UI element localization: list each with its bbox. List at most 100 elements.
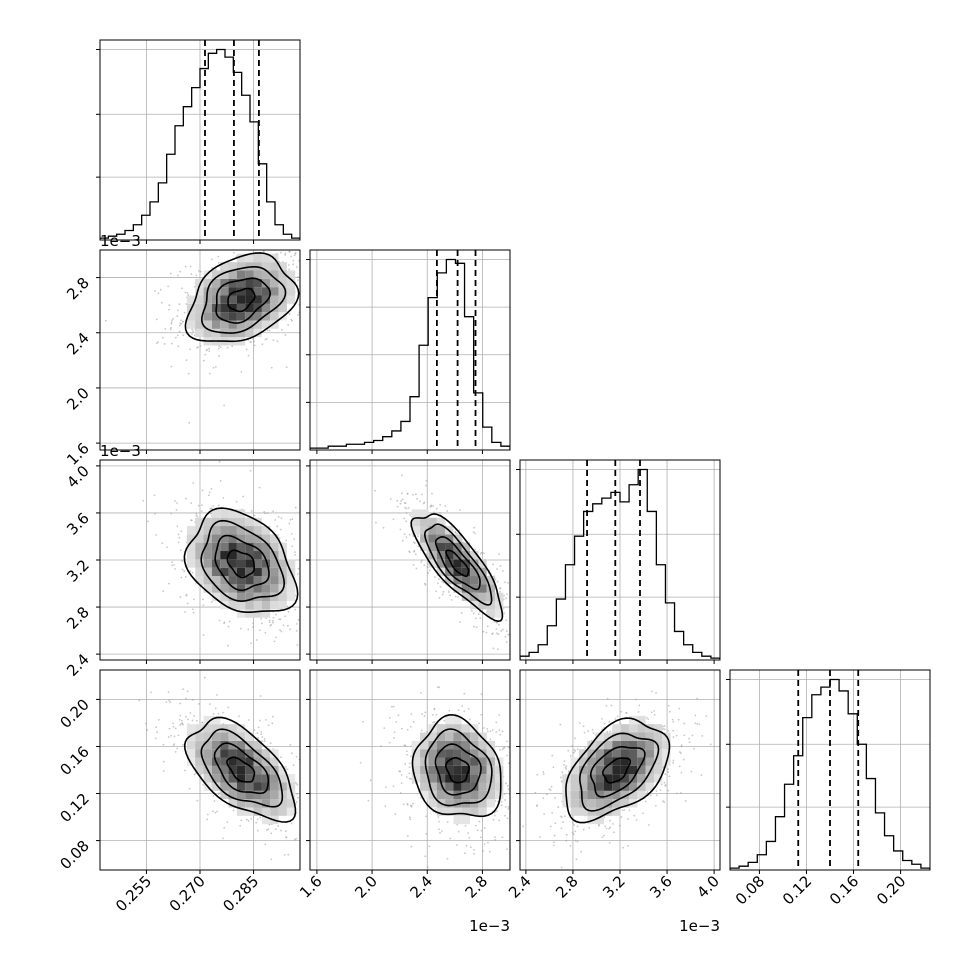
scatter-point [574, 830, 577, 833]
scatter-point [296, 279, 299, 281]
scatter-point [162, 590, 165, 593]
scatter-point [401, 498, 404, 501]
density-cell [270, 559, 279, 568]
density-cell [478, 601, 487, 610]
density-cell [495, 790, 504, 800]
scatter-point [185, 359, 188, 362]
density-cell [278, 774, 287, 783]
density-cell [228, 732, 237, 741]
scatter-point [425, 479, 428, 482]
density-cell [220, 749, 229, 758]
scatter-point [425, 832, 428, 835]
density-cell [612, 757, 621, 766]
scatter-point [683, 734, 686, 737]
scatter-point [170, 322, 173, 325]
scatter-point [262, 250, 265, 253]
scatter-point [174, 727, 177, 730]
density-cell [278, 799, 287, 808]
scatter-point [186, 718, 189, 721]
scatter-point [392, 518, 395, 521]
density-cell [478, 799, 487, 808]
density-cell [203, 559, 212, 568]
density-cell [203, 270, 212, 279]
scatter-point [189, 663, 191, 665]
scatter-point [653, 709, 656, 712]
density-cell [453, 715, 462, 725]
scatter-point [473, 848, 475, 851]
density-cell [270, 774, 279, 783]
density-cell [570, 782, 579, 791]
density-cell [220, 765, 229, 775]
scatter-point [180, 719, 183, 722]
scatter-point [277, 516, 280, 518]
scatter-point [300, 253, 302, 255]
density-cell [603, 765, 613, 775]
scatter-point [303, 777, 305, 779]
scatter-point [369, 779, 372, 782]
scatter-point [255, 821, 258, 824]
scatter-point [485, 631, 488, 634]
scatter-point [322, 578, 324, 580]
density-cell [228, 278, 237, 288]
scatter-point [219, 346, 222, 349]
density-cell [486, 790, 496, 800]
scatter-point [191, 571, 194, 574]
scatter-point [553, 844, 555, 847]
scatter-point [191, 333, 193, 336]
scatter-point [202, 604, 205, 607]
scatter-point [222, 837, 224, 840]
density-cell [278, 782, 287, 791]
scatter-point [423, 715, 426, 717]
scatter-point [672, 759, 675, 762]
scatter-point [463, 692, 466, 695]
density-cell [603, 774, 613, 783]
scatter-point [172, 726, 175, 728]
scatter-point [433, 721, 436, 723]
density-cell [270, 601, 279, 610]
density-cell [445, 732, 454, 741]
scatter-point [408, 533, 411, 536]
scatter-point [155, 533, 158, 536]
density-cell [236, 278, 246, 288]
scatter-point [486, 728, 489, 730]
scatter-point [635, 698, 637, 701]
scatter-point [620, 710, 623, 713]
density-cell [261, 799, 271, 808]
density-cell [461, 765, 471, 775]
scatter-point [561, 771, 564, 774]
density-cell [278, 567, 287, 577]
scatter-point [285, 836, 288, 839]
density-cell [486, 609, 496, 618]
density-cell [253, 782, 262, 791]
scatter-point [394, 813, 397, 816]
scatter-point [492, 647, 495, 650]
density-cell [245, 601, 254, 610]
density-cell [470, 782, 479, 791]
density-cell [195, 303, 204, 313]
density-cell [578, 807, 588, 816]
scatter-point [146, 729, 149, 731]
scatter-point [175, 508, 178, 511]
density-cell [270, 749, 279, 758]
scatter-point [279, 629, 281, 631]
contour-level-4 [411, 714, 502, 818]
density-cell [228, 303, 237, 313]
scatter-point [506, 817, 509, 820]
scatter-point [467, 708, 470, 710]
density-cell [261, 287, 271, 296]
density-cell [278, 807, 287, 816]
density-cell [203, 757, 212, 766]
scatter-point [505, 597, 507, 600]
scatter-point [696, 697, 699, 700]
scatter-point [278, 618, 281, 621]
scatter-point [390, 705, 393, 708]
scatter-point [539, 747, 541, 749]
scatter-point [401, 539, 404, 542]
density-cell [562, 774, 571, 783]
density-cell [428, 559, 437, 568]
density-cell [453, 559, 462, 568]
scatter-point [406, 835, 409, 837]
density-cell [203, 724, 212, 733]
scatter-point [279, 528, 282, 531]
scatter-point [574, 839, 577, 842]
